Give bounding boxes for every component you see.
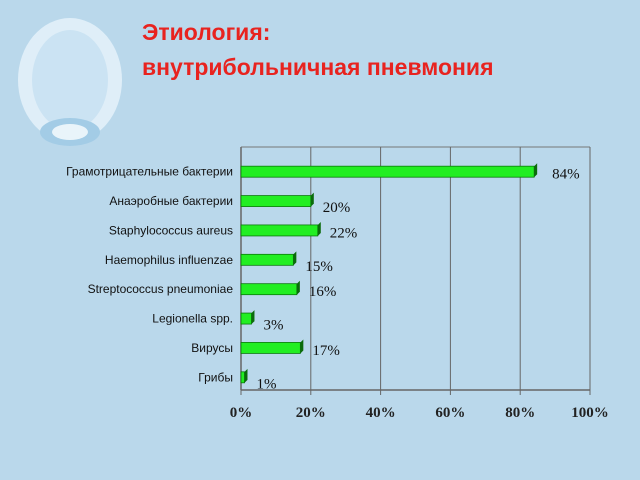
bar bbox=[240, 312, 252, 325]
bar-side bbox=[534, 163, 538, 178]
bar-side bbox=[310, 192, 314, 207]
value-label: 20% bbox=[323, 200, 351, 216]
bar bbox=[240, 371, 245, 384]
shell-decoration bbox=[18, 18, 122, 146]
y-tick-label: Haemophilus influenzae bbox=[105, 253, 233, 267]
x-tick-label: 80% bbox=[505, 405, 535, 421]
y-tick-label: Грибы bbox=[198, 370, 233, 384]
bar-side bbox=[300, 339, 304, 354]
value-label: 16% bbox=[309, 284, 337, 300]
value-label: 3% bbox=[263, 318, 283, 334]
x-tick-label: 100% bbox=[571, 405, 609, 421]
bar bbox=[240, 253, 294, 266]
y-tick-label: Streptococcus pneumoniae bbox=[88, 282, 234, 296]
y-tick-label: Грамотрицательные бактерии bbox=[66, 165, 233, 179]
bar bbox=[240, 283, 298, 296]
y-tick-label: Staphylococcus aureus bbox=[109, 223, 233, 237]
y-tick-label: Legionella spp. bbox=[152, 312, 233, 326]
bar-side bbox=[296, 280, 300, 295]
value-label: 84% bbox=[552, 167, 580, 183]
bar-side bbox=[251, 310, 255, 325]
value-label: 22% bbox=[330, 225, 358, 241]
bar bbox=[240, 165, 535, 178]
value-label: 15% bbox=[305, 259, 333, 275]
bar bbox=[240, 342, 301, 354]
x-tick-label: 0% bbox=[230, 405, 253, 421]
bar-side bbox=[293, 251, 297, 266]
title-line: внутрибольничная пневмония bbox=[142, 54, 494, 80]
title-line: Этиология: bbox=[142, 19, 270, 45]
x-tick-label: 20% bbox=[296, 405, 326, 421]
bar bbox=[240, 195, 312, 207]
value-label: 17% bbox=[312, 343, 340, 359]
bar bbox=[240, 224, 319, 237]
y-tick-label: Вирусы bbox=[191, 341, 233, 355]
x-tick-label: 60% bbox=[435, 405, 465, 421]
bar-side bbox=[244, 368, 248, 383]
y-tick-label: Анаэробные бактерии bbox=[109, 194, 233, 208]
value-label: 1% bbox=[256, 376, 276, 392]
x-tick-label: 40% bbox=[366, 405, 396, 421]
bar-side bbox=[317, 221, 321, 236]
